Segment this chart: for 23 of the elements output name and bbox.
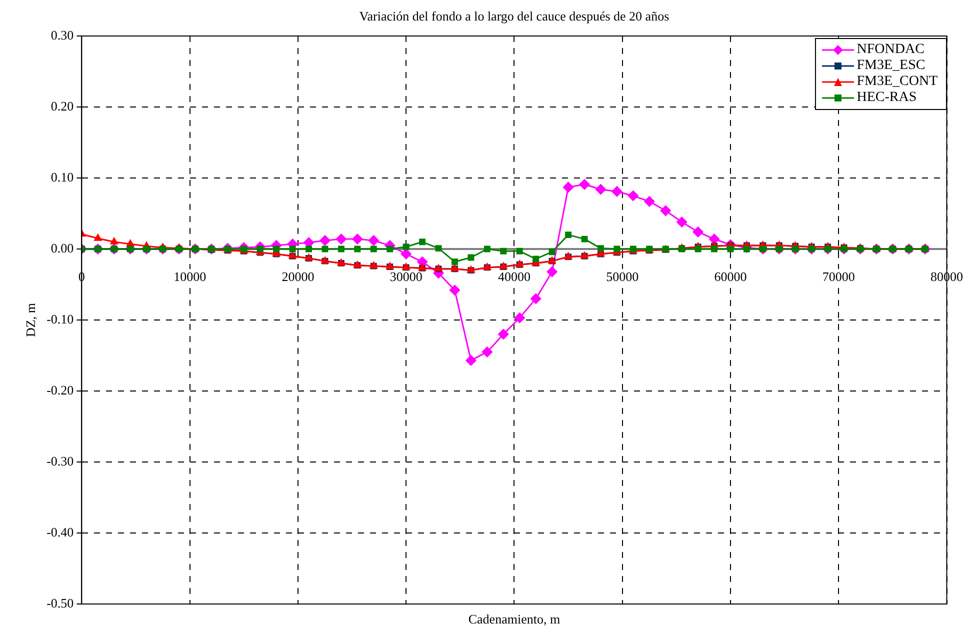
y-tick-label: 0.20 — [50, 98, 74, 114]
y-tick-label: -0.20 — [46, 382, 74, 398]
y-tick-label: -0.40 — [46, 524, 74, 540]
y-tick-label: -0.10 — [46, 311, 74, 326]
legend-label: NFONDAC — [856, 42, 924, 58]
x-tick-label: 60000 — [714, 269, 747, 284]
x-tick-label: 20000 — [282, 269, 314, 284]
y-axis-title: DZ, m — [23, 303, 38, 337]
y-tick-label: 0.30 — [50, 27, 74, 42]
x-tick-label: 50000 — [606, 269, 639, 284]
legend-label: HEC-RAS — [856, 90, 917, 106]
y-tick-label: -0.30 — [46, 453, 74, 468]
x-tick-label: 10000 — [174, 269, 206, 284]
x-tick-label: 40000 — [498, 269, 530, 284]
x-tick-label: 30000 — [390, 269, 422, 284]
chart-title: Variación del fondo a lo largo del cauce después de 20 años — [359, 8, 670, 24]
legend-label: FM3E_CONT — [856, 74, 938, 90]
y-tick-label: 0.10 — [50, 169, 74, 184]
x-axis-title: Cadenamiento, m — [468, 611, 560, 626]
y-tick-label: 0.00 — [50, 240, 74, 256]
legend-label: FM3E_ESC — [856, 58, 926, 74]
x-tick-label: 70000 — [822, 269, 855, 284]
y-tick-label: -0.50 — [46, 595, 74, 610]
